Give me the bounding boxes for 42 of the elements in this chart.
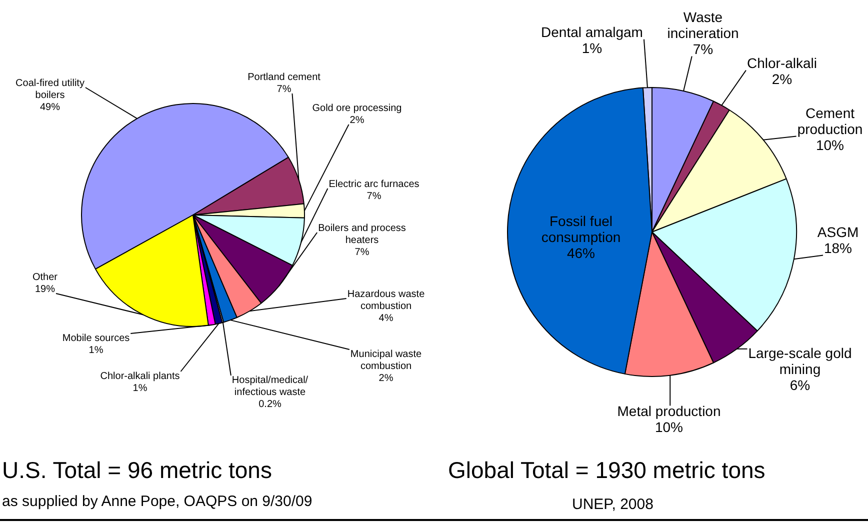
data-label: 49% <box>40 102 60 113</box>
data-label: 1% <box>582 40 602 56</box>
data-label: 18% <box>824 240 852 256</box>
data-label: 2% <box>350 114 364 126</box>
data-label: 10% <box>816 136 844 153</box>
data-label: 10% <box>654 418 684 435</box>
data-label: 7% <box>692 40 714 57</box>
slice-label: Municipal waste combustion <box>350 348 422 372</box>
slice-label: ASGM <box>817 224 859 240</box>
slice-label: Mobile sources <box>62 332 130 344</box>
slice-label: Dental amalgam <box>541 24 643 40</box>
data-label: 1% <box>88 344 104 356</box>
text: Global Total = 1930 metric tons <box>448 457 766 484</box>
slice-label: Gold ore processing <box>312 102 402 114</box>
data-label: 4% <box>378 312 394 324</box>
slice-label: Large-scale gold mining <box>748 344 852 377</box>
slice-label: Metal production <box>617 402 721 419</box>
slice-label: Boilers and process heaters <box>318 222 406 246</box>
slice-label: Coal-fired utility boilers <box>16 78 84 101</box>
data-label: 7% <box>276 84 292 95</box>
data-label: 46% <box>566 244 596 261</box>
slice-label: Cement production <box>797 104 863 137</box>
text: U.S. Total = 96 metric tons <box>2 457 272 484</box>
data-label: 2% <box>378 372 394 384</box>
text: UNEP, 2008 <box>572 496 654 513</box>
data-label: 19% <box>34 284 56 295</box>
data-label: 2% <box>772 70 792 87</box>
slice-label: Hazardous waste combustion <box>347 288 426 312</box>
data-label: 1% <box>132 382 148 394</box>
data-label: 6% <box>790 376 810 393</box>
slice-label: Other <box>32 272 58 283</box>
slice-label: Chlor-alkali plants <box>100 370 180 382</box>
slice-label: Fossil fuel consumption <box>541 212 621 245</box>
data-label: 7% <box>354 246 370 258</box>
data-label: 0.2% <box>258 398 282 410</box>
slice-label: Portland cement <box>248 72 321 83</box>
text: as supplied by Anne Pope, OAQPS on 9/30/09 <box>2 493 312 510</box>
slice-label: Electric arc furnaces <box>328 178 420 190</box>
slice-label: Hospital/medical/infectious waste <box>232 374 308 398</box>
data-label: 7% <box>366 190 382 202</box>
slice-label: Waste incineration <box>667 8 739 41</box>
slice-label: Chlor-alkali <box>746 54 818 71</box>
